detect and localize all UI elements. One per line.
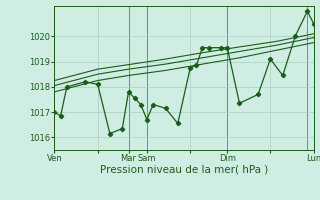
X-axis label: Pression niveau de la mer( hPa ): Pression niveau de la mer( hPa ) (100, 165, 268, 175)
